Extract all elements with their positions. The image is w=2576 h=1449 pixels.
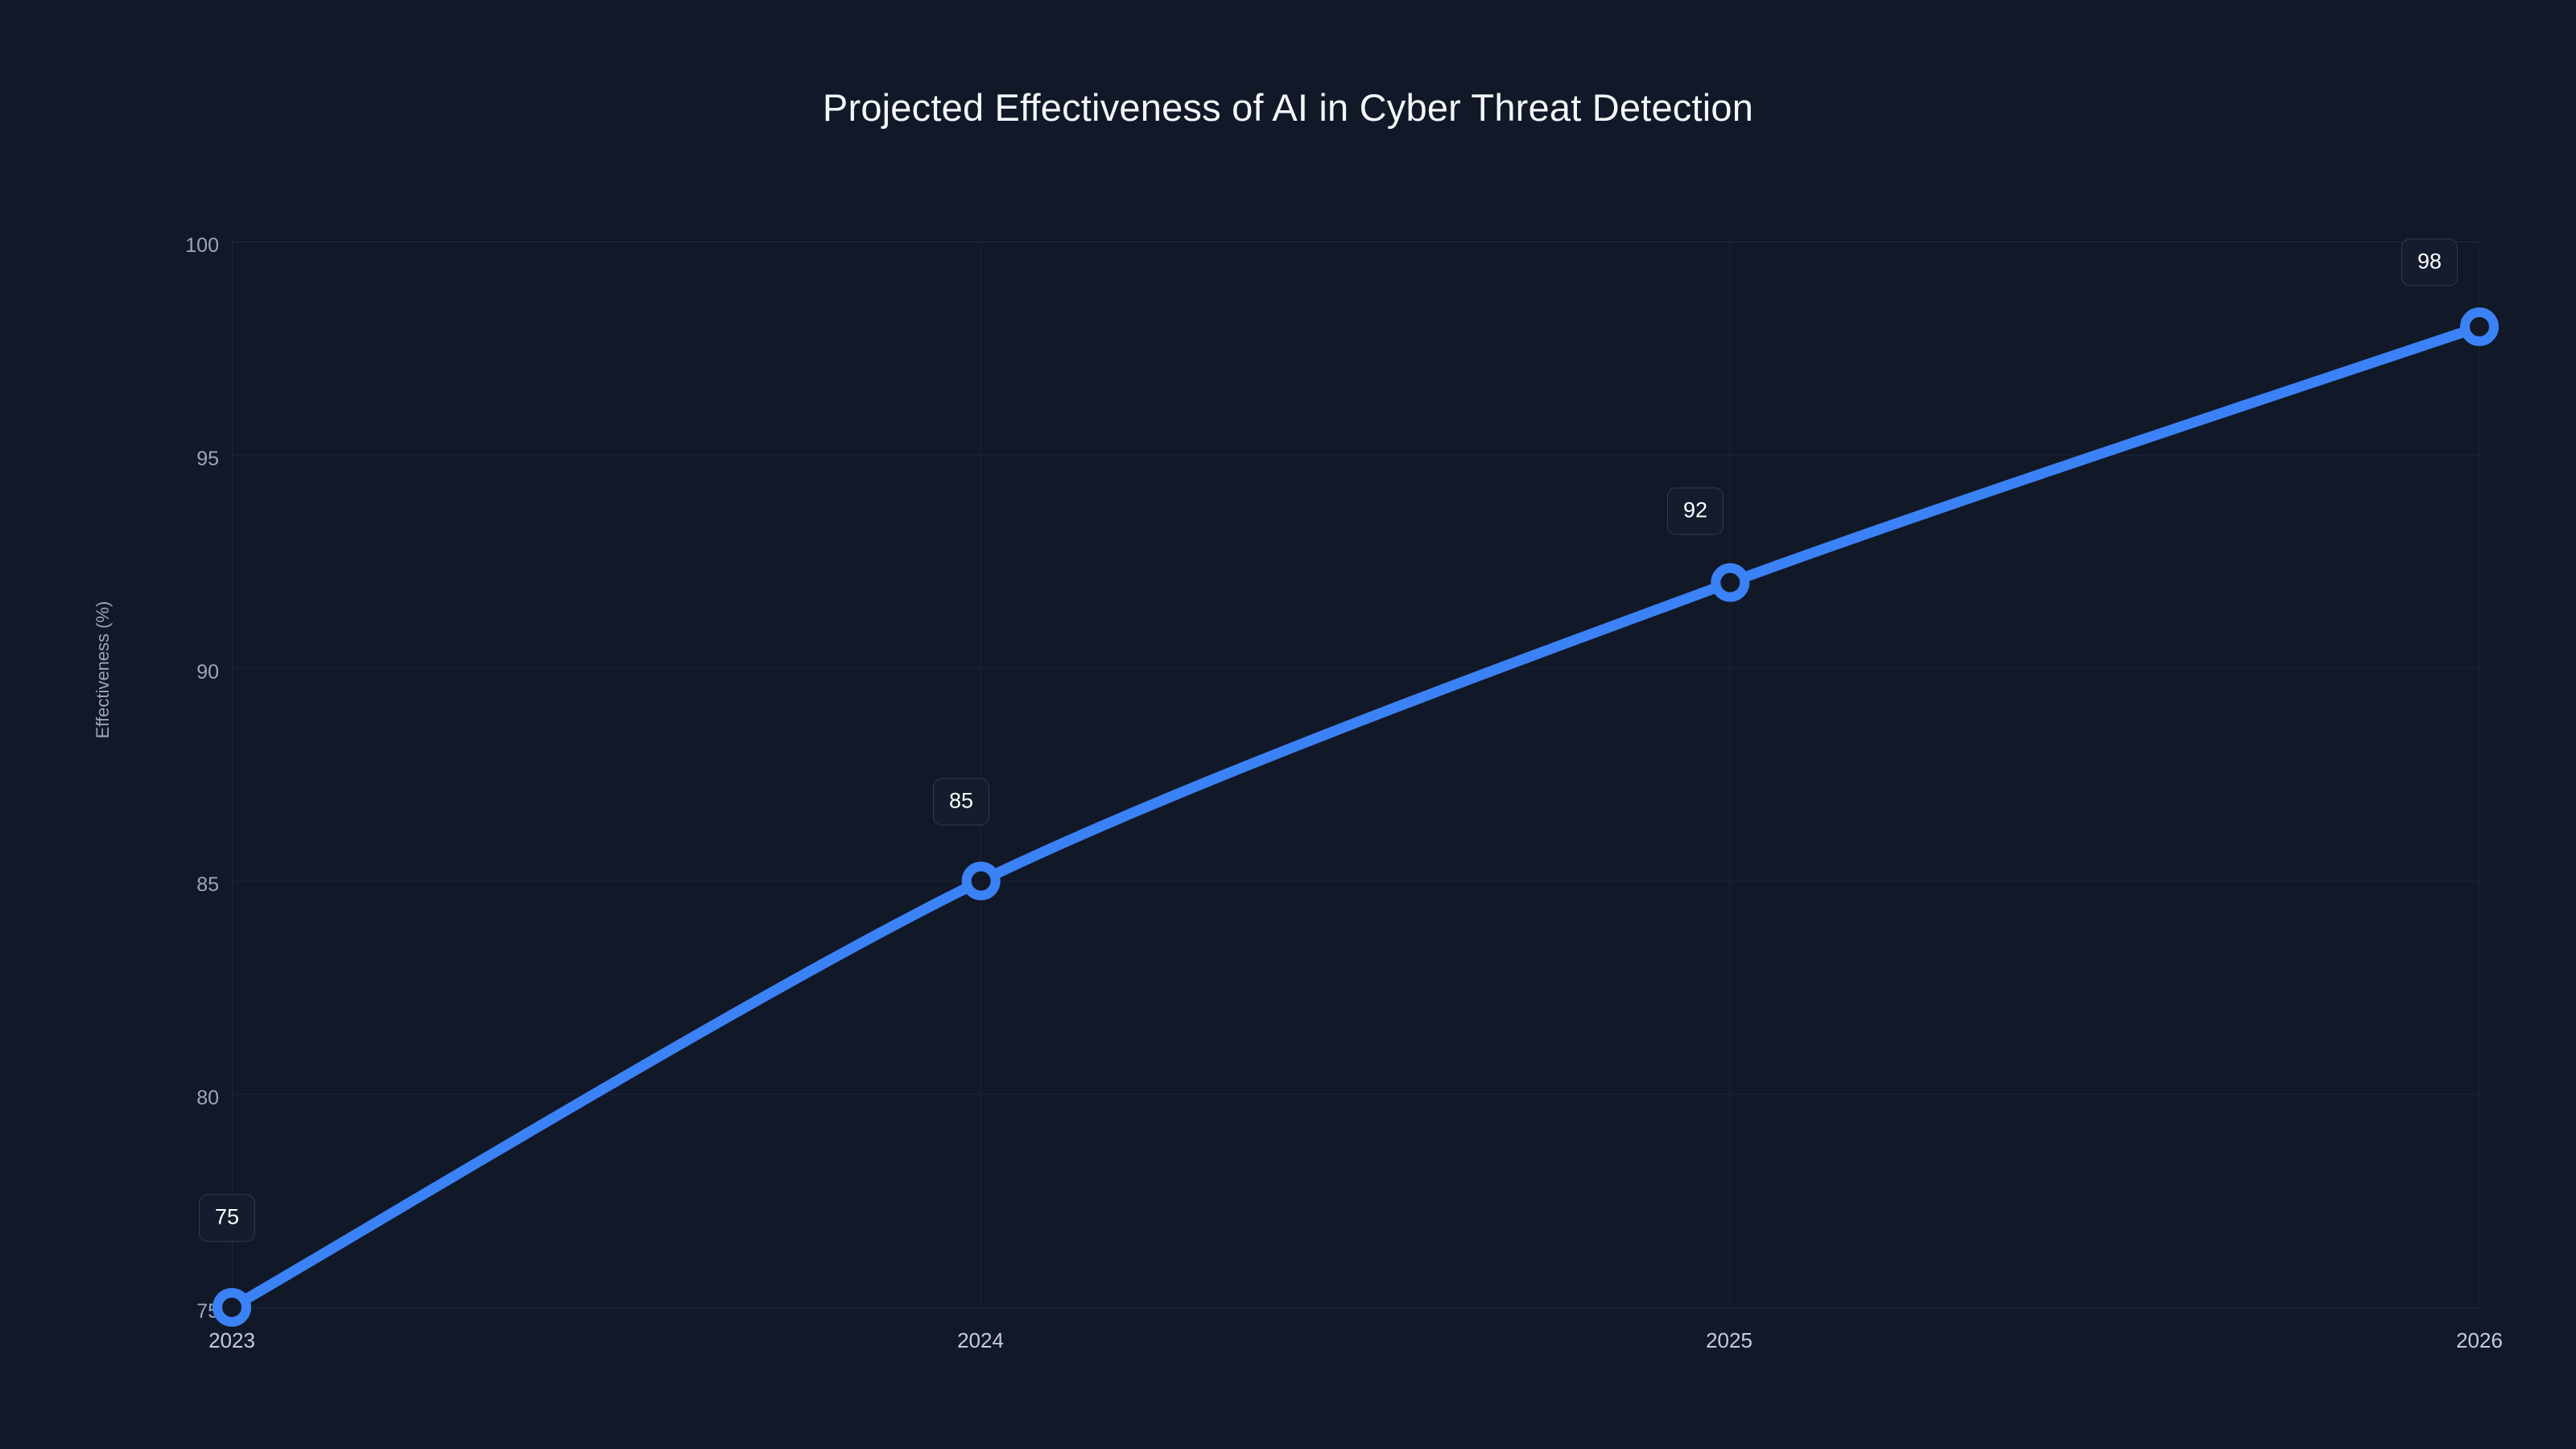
y-tick-label-80: 80	[196, 1087, 219, 1109]
gridline-y-75	[232, 1307, 2479, 1308]
point-label-2023: 75	[198, 1194, 256, 1242]
y-tick-label-75: 75	[196, 1300, 219, 1323]
gridline-y-80	[232, 1094, 2479, 1095]
gridline-y-95	[232, 455, 2479, 456]
x-tick-label-2025: 2025	[1706, 1328, 1752, 1352]
point-label-2026: 98	[2401, 238, 2458, 287]
y-tick-label-90: 90	[196, 661, 219, 683]
x-tick-label-2023: 2023	[208, 1328, 255, 1352]
plot-area	[232, 242, 2479, 1308]
data-point-2024[interactable]	[961, 861, 1001, 901]
data-point-2026[interactable]	[2460, 307, 2499, 346]
point-label-2025: 92	[1666, 487, 1724, 535]
series-markers	[213, 307, 2499, 1327]
gridline-x-2025	[1729, 242, 1730, 1307]
gridline-y-90	[232, 668, 2479, 669]
y-tick-label-100: 100	[185, 234, 219, 257]
x-tick-label-2024: 2024	[957, 1328, 1004, 1352]
data-point-2025[interactable]	[1711, 563, 1750, 602]
chart-title: Projected Effectiveness of AI in Cyber T…	[822, 86, 1754, 129]
y-tick-label-85: 85	[196, 873, 219, 896]
data-point-2023[interactable]	[213, 1288, 251, 1327]
point-label-2024: 85	[932, 778, 990, 826]
y-tick-label-95: 95	[196, 448, 219, 470]
x-tick-label-2026: 2026	[2456, 1328, 2503, 1352]
gridline-x-2024	[980, 242, 981, 1307]
